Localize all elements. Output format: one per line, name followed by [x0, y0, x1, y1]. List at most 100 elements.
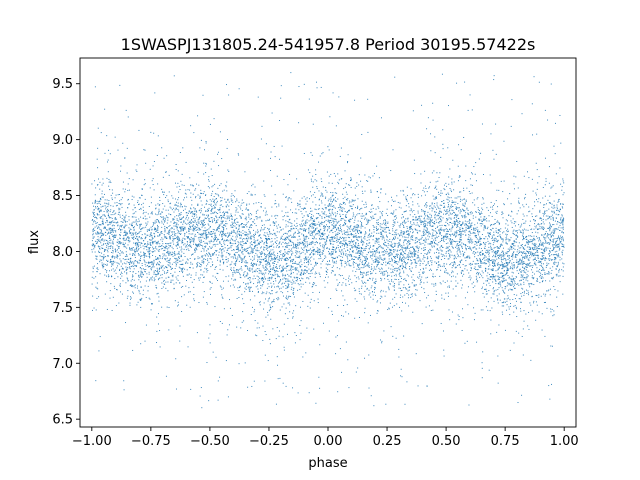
- data-point: [147, 290, 149, 292]
- data-point: [538, 296, 540, 298]
- data-point: [534, 252, 536, 254]
- data-point: [509, 266, 511, 268]
- data-point: [185, 285, 187, 287]
- data-point: [497, 283, 499, 285]
- data-point: [505, 238, 507, 240]
- data-point: [508, 297, 510, 299]
- data-point: [304, 292, 306, 294]
- data-point: [293, 236, 295, 238]
- data-point: [211, 212, 213, 214]
- data-point: [373, 266, 375, 268]
- data-point: [179, 267, 181, 269]
- data-point: [130, 232, 132, 234]
- data-point: [380, 212, 382, 214]
- data-point: [144, 260, 146, 262]
- data-point: [514, 283, 516, 285]
- data-point: [268, 310, 270, 312]
- data-point: [321, 217, 323, 219]
- data-point: [113, 210, 115, 212]
- data-point: [549, 238, 551, 240]
- data-point: [165, 236, 167, 238]
- data-point: [552, 245, 554, 247]
- data-point: [425, 230, 427, 232]
- data-point: [171, 233, 173, 235]
- data-point: [359, 213, 361, 215]
- data-point: [198, 243, 200, 245]
- data-point: [251, 269, 253, 271]
- data-point: [424, 257, 426, 259]
- data-point: [93, 209, 95, 211]
- data-point: [341, 211, 343, 212]
- data-point: [512, 232, 514, 234]
- data-point: [396, 255, 398, 257]
- data-point: [550, 345, 552, 347]
- data-point: [141, 297, 143, 299]
- data-point: [402, 257, 404, 259]
- data-point: [124, 220, 126, 222]
- data-point: [481, 254, 483, 256]
- data-point: [216, 220, 218, 222]
- data-point: [551, 211, 553, 213]
- data-point: [93, 228, 94, 230]
- data-point: [193, 286, 195, 288]
- data-point: [334, 273, 336, 275]
- data-point: [225, 240, 227, 242]
- data-point: [338, 220, 340, 222]
- data-point: [310, 298, 312, 300]
- data-point: [360, 241, 362, 243]
- data-point: [241, 247, 243, 249]
- data-point: [302, 241, 304, 243]
- data-point: [295, 280, 297, 282]
- data-point: [308, 98, 310, 100]
- data-point: [533, 255, 535, 257]
- data-point: [228, 201, 230, 203]
- data-point: [314, 208, 316, 210]
- data-point: [309, 307, 311, 309]
- data-point: [396, 303, 398, 305]
- data-point: [380, 295, 382, 297]
- data-point: [276, 240, 278, 242]
- data-point: [438, 215, 440, 217]
- data-point: [336, 211, 338, 213]
- data-point: [128, 203, 130, 205]
- data-point: [521, 232, 523, 234]
- data-point: [253, 275, 255, 277]
- data-point: [412, 204, 414, 206]
- data-point: [500, 283, 502, 285]
- data-point: [460, 191, 462, 193]
- data-point: [198, 221, 200, 223]
- data-point: [449, 229, 451, 231]
- data-point: [410, 270, 412, 272]
- data-point: [334, 197, 336, 199]
- data-point: [123, 227, 125, 229]
- data-point: [267, 311, 269, 313]
- data-point: [128, 241, 130, 243]
- data-point: [346, 231, 348, 233]
- data-point: [345, 242, 347, 244]
- data-point: [433, 246, 435, 248]
- data-point: [446, 210, 448, 212]
- data-point: [144, 149, 146, 151]
- data-point: [505, 264, 507, 266]
- data-point: [176, 235, 178, 237]
- data-point: [371, 272, 373, 274]
- data-point: [209, 281, 211, 283]
- data-point: [425, 187, 427, 189]
- data-point: [459, 235, 461, 237]
- data-point: [105, 275, 107, 277]
- data-point: [392, 149, 394, 151]
- data-point: [406, 194, 408, 196]
- data-point: [424, 249, 426, 251]
- data-point: [225, 184, 227, 186]
- data-point: [133, 242, 135, 244]
- data-point: [532, 252, 534, 254]
- data-point: [424, 223, 426, 225]
- data-point: [349, 200, 351, 202]
- data-point: [345, 220, 347, 222]
- data-point: [217, 151, 219, 153]
- data-point: [269, 338, 271, 340]
- data-point: [424, 224, 426, 226]
- data-point: [211, 186, 213, 188]
- data-point: [290, 295, 292, 297]
- data-point: [330, 191, 332, 193]
